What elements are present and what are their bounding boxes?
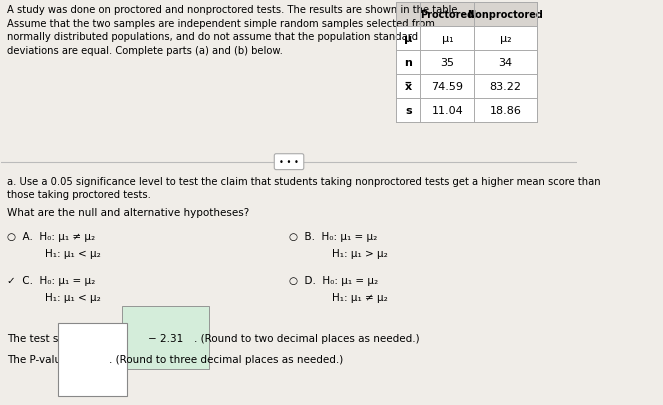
Text: H₁: μ₁ ≠ μ₂: H₁: μ₁ ≠ μ₂ bbox=[332, 292, 388, 302]
Text: The P-value is: The P-value is bbox=[7, 354, 83, 364]
Text: a. Use a 0.05 significance level to test the claim that students taking nonproct: a. Use a 0.05 significance level to test… bbox=[7, 176, 601, 186]
Text: The test statistic, t, is: The test statistic, t, is bbox=[7, 333, 123, 343]
Text: n: n bbox=[404, 58, 412, 68]
Text: • • •: • • • bbox=[279, 158, 299, 167]
Text: 18.86: 18.86 bbox=[489, 105, 522, 115]
Text: ✓  C.  H₀: μ₁ = μ₂: ✓ C. H₀: μ₁ = μ₂ bbox=[7, 275, 95, 285]
Text: H₁: μ₁ > μ₂: H₁: μ₁ > μ₂ bbox=[332, 249, 388, 258]
Text: s: s bbox=[405, 105, 412, 115]
Text: μ₁: μ₁ bbox=[442, 34, 453, 44]
Text: 34: 34 bbox=[499, 58, 512, 68]
FancyBboxPatch shape bbox=[274, 154, 304, 170]
Text: μ₂: μ₂ bbox=[500, 34, 511, 44]
Text: H₁: μ₁ < μ₂: H₁: μ₁ < μ₂ bbox=[44, 249, 100, 258]
Bar bbox=[396, 27, 537, 51]
Bar bbox=[396, 98, 537, 122]
Text: deviations are equal. Complete parts (a) and (b) below.: deviations are equal. Complete parts (a)… bbox=[7, 45, 283, 55]
Text: Nonproctored: Nonproctored bbox=[467, 10, 544, 20]
Text: ○  D.  H₀: μ₁ = μ₂: ○ D. H₀: μ₁ = μ₂ bbox=[289, 275, 378, 285]
Text: 35: 35 bbox=[440, 58, 454, 68]
Text: . (Round to two decimal places as needed.): . (Round to two decimal places as needed… bbox=[194, 333, 420, 343]
Text: μ: μ bbox=[404, 34, 412, 44]
Text: A study was done on proctored and nonproctored tests. The results are shown in t: A study was done on proctored and nonpro… bbox=[7, 5, 461, 15]
Text: 74.59: 74.59 bbox=[432, 81, 463, 92]
Text: . (Round to three decimal places as needed.): . (Round to three decimal places as need… bbox=[109, 354, 343, 364]
Text: H₁: μ₁ < μ₂: H₁: μ₁ < μ₂ bbox=[44, 292, 100, 302]
Text: 83.22: 83.22 bbox=[489, 81, 522, 92]
Bar bbox=[396, 3, 537, 27]
Text: normally distributed populations, and do not assume that the population standard: normally distributed populations, and do… bbox=[7, 32, 418, 42]
Text: ○  B.  H₀: μ₁ = μ₂: ○ B. H₀: μ₁ = μ₂ bbox=[289, 232, 377, 242]
Text: Proctored: Proctored bbox=[420, 10, 475, 20]
Text: Assume that the two samples are independent simple random samples selected from: Assume that the two samples are independ… bbox=[7, 19, 435, 29]
Text: x̅: x̅ bbox=[405, 81, 412, 92]
Text: ○  A.  H₀: μ₁ ≠ μ₂: ○ A. H₀: μ₁ ≠ μ₂ bbox=[7, 232, 95, 242]
Text: − 2.31: − 2.31 bbox=[148, 333, 184, 343]
Bar bbox=[396, 51, 537, 75]
Text: 11.04: 11.04 bbox=[432, 105, 463, 115]
Text: What are the null and alternative hypotheses?: What are the null and alternative hypoth… bbox=[7, 208, 249, 218]
Bar bbox=[396, 75, 537, 98]
Text: those taking proctored tests.: those taking proctored tests. bbox=[7, 190, 151, 200]
